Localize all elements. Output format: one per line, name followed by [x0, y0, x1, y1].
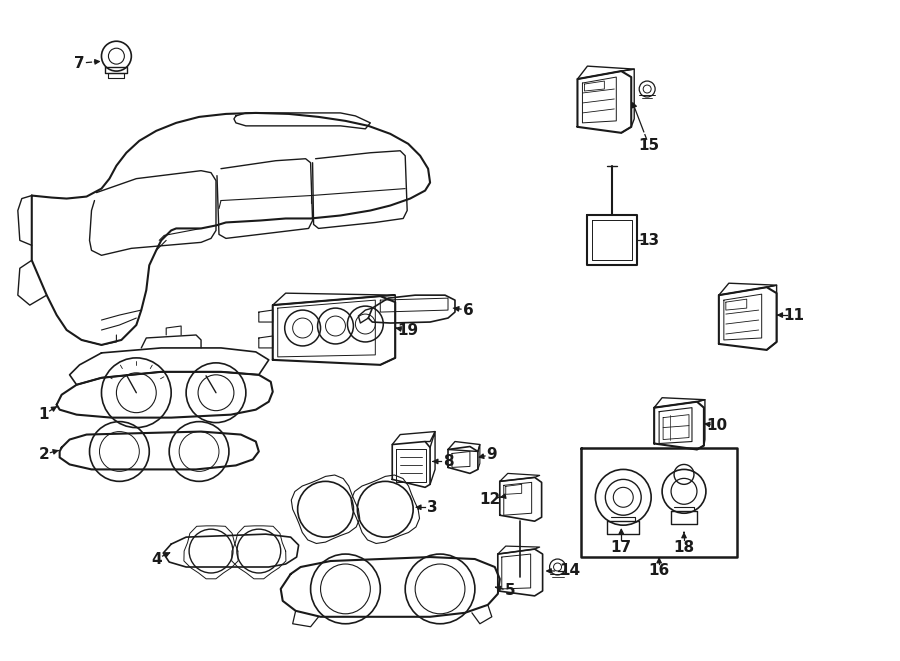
- Text: 11: 11: [783, 307, 804, 323]
- Text: 3: 3: [427, 500, 437, 515]
- Text: 1: 1: [39, 407, 49, 422]
- Text: 7: 7: [75, 56, 85, 71]
- Text: 5: 5: [504, 584, 515, 598]
- Text: 18: 18: [673, 539, 695, 555]
- Text: 10: 10: [706, 418, 727, 433]
- Text: 15: 15: [639, 138, 660, 153]
- Text: 8: 8: [443, 454, 454, 469]
- Text: 16: 16: [649, 563, 670, 578]
- Text: 13: 13: [639, 233, 660, 248]
- Text: 17: 17: [611, 539, 632, 555]
- Text: 12: 12: [479, 492, 500, 507]
- Text: 9: 9: [487, 447, 497, 462]
- Text: 14: 14: [559, 563, 580, 578]
- Text: 2: 2: [39, 447, 50, 462]
- Text: 19: 19: [398, 323, 418, 338]
- Text: 6: 6: [463, 303, 473, 317]
- Text: 4: 4: [151, 551, 162, 566]
